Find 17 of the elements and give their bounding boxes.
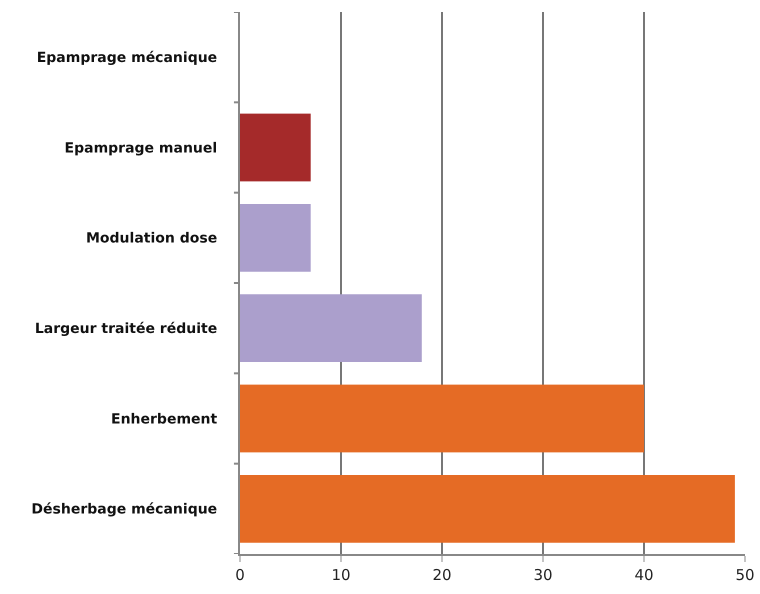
y-tick-label: Enherbement <box>111 411 218 428</box>
bar <box>240 294 422 362</box>
x-tick-label: 50 <box>735 566 755 584</box>
y-tick-label: Largeur traitée réduite <box>34 321 218 338</box>
x-tick-label: 40 <box>634 566 654 584</box>
x-tick-label: 30 <box>533 566 553 584</box>
y-tick-label: Epamprage mécanique <box>36 50 218 66</box>
bar <box>240 114 311 182</box>
x-tick-label: 20 <box>432 566 452 584</box>
bar <box>240 384 644 452</box>
bar <box>240 204 311 272</box>
x-tick-label: 0 <box>235 566 245 584</box>
x-tick-label: 10 <box>331 566 351 584</box>
bar <box>240 474 735 543</box>
y-tick-label: Modulation dose <box>86 230 218 247</box>
y-tick-label: Epamprage manuel <box>64 140 218 156</box>
y-tick-label: Désherbage mécanique <box>31 502 218 518</box>
